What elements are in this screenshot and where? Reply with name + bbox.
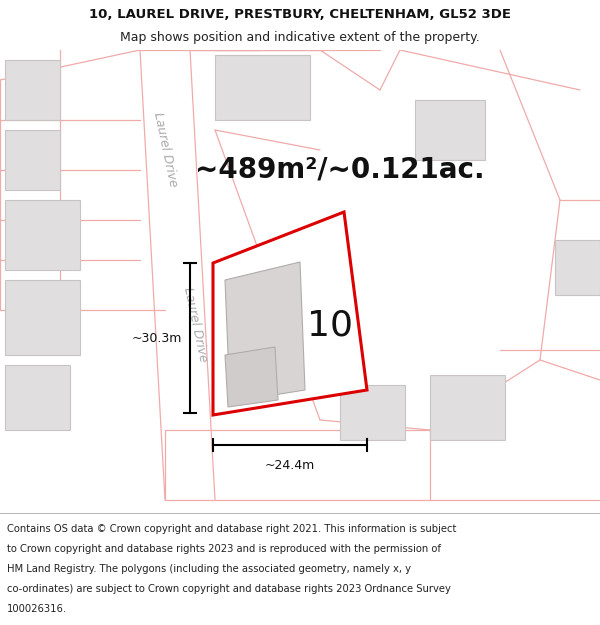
Text: Contains OS data © Crown copyright and database right 2021. This information is : Contains OS data © Crown copyright and d… <box>7 524 457 534</box>
Text: 10: 10 <box>307 308 353 342</box>
Polygon shape <box>225 347 278 407</box>
Text: ~30.3m: ~30.3m <box>131 331 182 344</box>
Text: 10, LAUREL DRIVE, PRESTBURY, CHELTENHAM, GL52 3DE: 10, LAUREL DRIVE, PRESTBURY, CHELTENHAM,… <box>89 9 511 21</box>
Text: Laurel Drive: Laurel Drive <box>151 111 179 189</box>
Text: Map shows position and indicative extent of the property.: Map shows position and indicative extent… <box>120 31 480 44</box>
Bar <box>5 365 70 430</box>
Text: HM Land Registry. The polygons (including the associated geometry, namely x, y: HM Land Registry. The polygons (includin… <box>7 564 411 574</box>
Bar <box>215 55 310 120</box>
Text: ~24.4m: ~24.4m <box>265 459 315 472</box>
Text: ~489m²/~0.121ac.: ~489m²/~0.121ac. <box>195 156 485 184</box>
Bar <box>415 100 485 160</box>
Text: 100026316.: 100026316. <box>7 604 67 614</box>
Polygon shape <box>213 212 367 415</box>
Polygon shape <box>225 262 305 402</box>
Bar <box>5 130 60 190</box>
Bar <box>555 240 600 295</box>
Text: Laurel Drive: Laurel Drive <box>181 286 209 364</box>
Bar <box>5 280 80 355</box>
Bar <box>5 200 80 270</box>
Text: co-ordinates) are subject to Crown copyright and database rights 2023 Ordnance S: co-ordinates) are subject to Crown copyr… <box>7 584 451 594</box>
Bar <box>430 375 505 440</box>
Bar <box>340 385 405 440</box>
Bar <box>5 60 60 120</box>
Text: to Crown copyright and database rights 2023 and is reproduced with the permissio: to Crown copyright and database rights 2… <box>7 544 441 554</box>
